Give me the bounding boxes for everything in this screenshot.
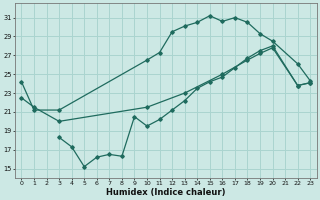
X-axis label: Humidex (Indice chaleur): Humidex (Indice chaleur) — [106, 188, 226, 197]
